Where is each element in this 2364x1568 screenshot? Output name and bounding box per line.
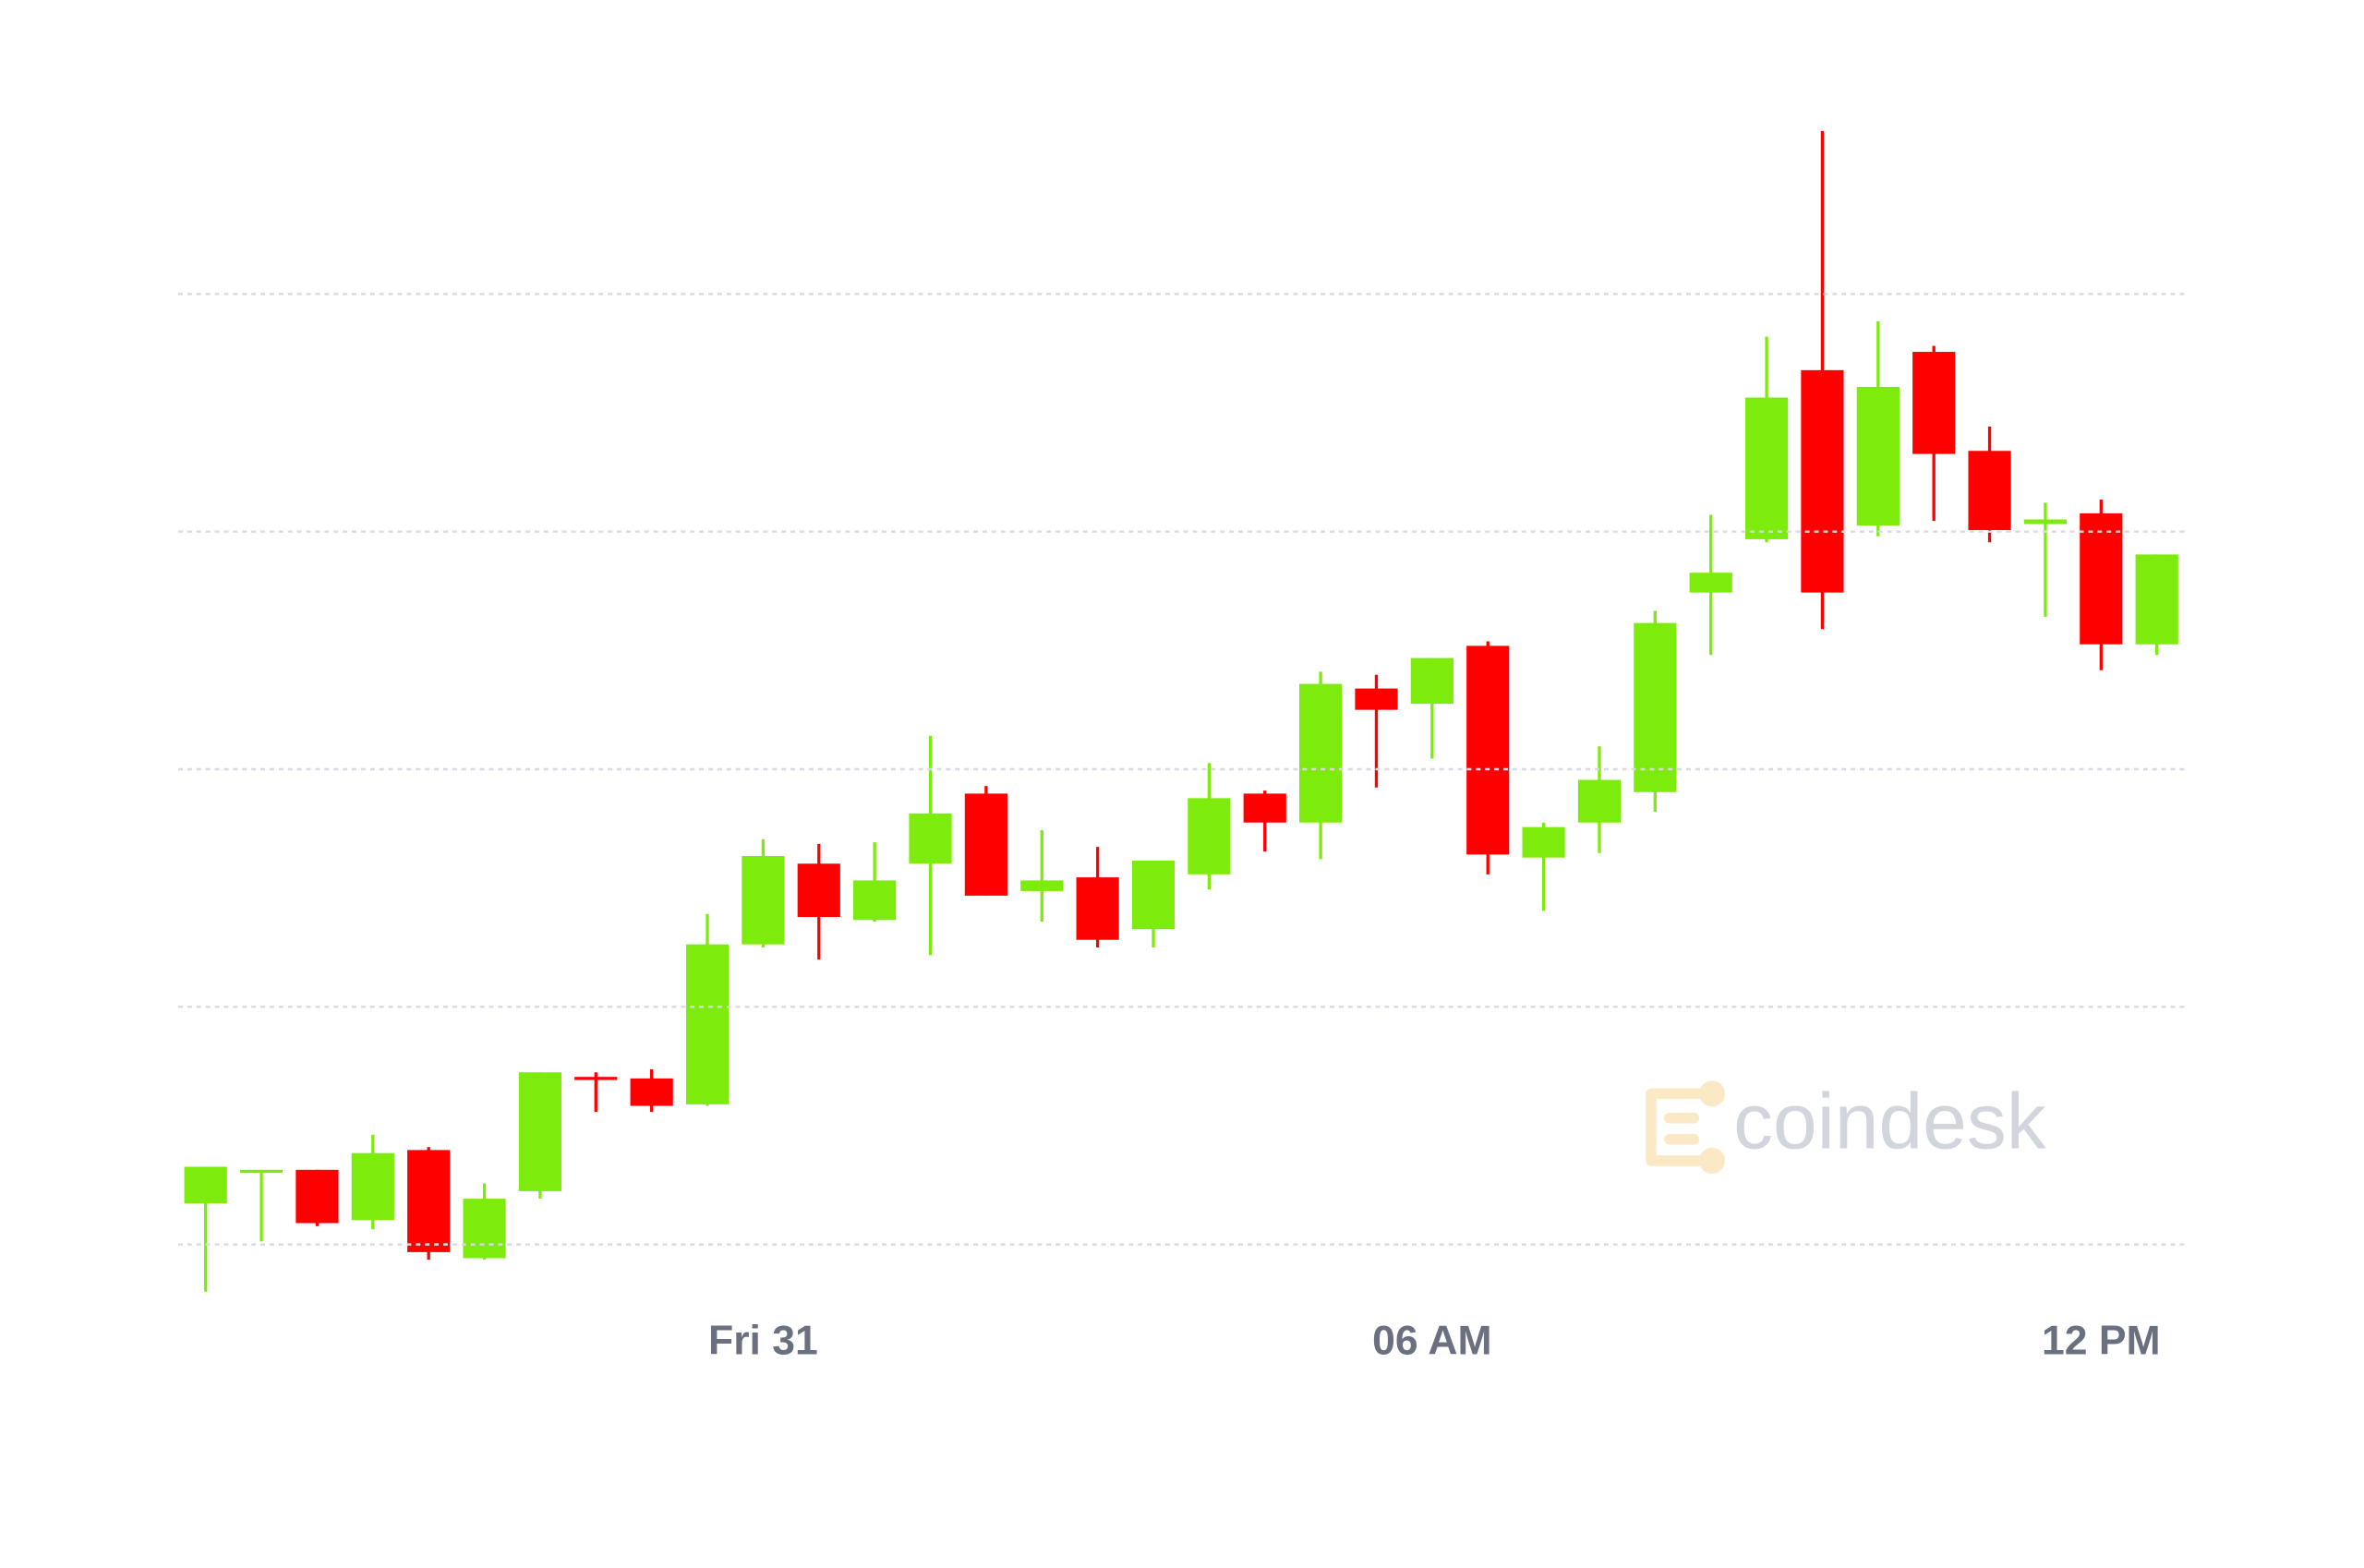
candle-body [184, 1166, 227, 1204]
candle-body [1299, 683, 1343, 823]
candle-body [1243, 793, 1286, 823]
candle-body [909, 813, 952, 864]
x-tick-label: 06 AM [1372, 1319, 1491, 1364]
candle-body [296, 1169, 339, 1224]
logo-dot [1699, 1147, 1726, 1174]
logo-shape [1646, 1088, 1718, 1166]
candle-body [1689, 573, 1732, 593]
watermark-logo [1646, 1080, 1726, 1174]
candle-body [2023, 519, 2068, 525]
candle-body [2135, 554, 2178, 645]
candle-body [574, 1077, 618, 1080]
candle-body [1410, 657, 1453, 705]
candle-body [685, 944, 730, 1104]
candle-body [742, 856, 785, 945]
candle-body [407, 1150, 451, 1252]
candle-body [1355, 688, 1398, 710]
candle-body [1188, 798, 1231, 874]
candle-body [1131, 860, 1176, 930]
candle-body [1076, 877, 1119, 940]
candle-body [518, 1072, 561, 1191]
candle-body [1466, 645, 1510, 855]
candle-body [1968, 451, 2011, 531]
logo-dot [1699, 1080, 1726, 1107]
candle-body [1522, 826, 1565, 858]
candle-body [1020, 880, 1064, 891]
candle-body [239, 1169, 283, 1174]
candle-body [1744, 397, 1789, 539]
candle-body [1856, 386, 1900, 526]
candle-body [630, 1078, 673, 1106]
candle-body [853, 880, 897, 921]
candle-body [463, 1199, 506, 1259]
candle-body [964, 793, 1007, 896]
candle-body [1577, 779, 1622, 823]
candle-body [1801, 369, 1844, 593]
candle-body [351, 1152, 394, 1221]
candle-body [1634, 622, 1677, 792]
watermark: coindesk [1733, 1077, 2047, 1165]
x-tick-label: Fri 31 [708, 1319, 818, 1364]
candle-body [1912, 352, 1956, 454]
x-tick-label: 12 PM [2042, 1319, 2161, 1364]
candle-body [797, 863, 840, 917]
candle-body [2080, 513, 2123, 645]
